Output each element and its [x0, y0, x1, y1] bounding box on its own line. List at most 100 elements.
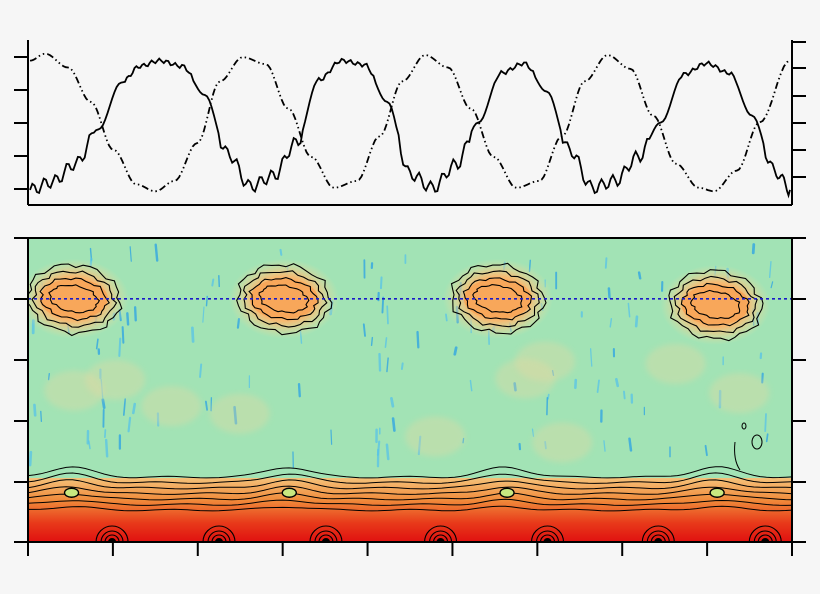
speckle: [204, 400, 209, 411]
top-right-ticks: [792, 41, 806, 178]
speckle: [386, 357, 389, 373]
base-ring: [748, 525, 782, 542]
speckle: [132, 402, 137, 415]
speckle: [118, 337, 122, 358]
base-ring: [530, 525, 565, 542]
peak-core: [249, 278, 318, 319]
speckle: [370, 336, 374, 346]
base-ring: [211, 534, 227, 542]
speckle: [469, 379, 473, 392]
speckle: [765, 433, 769, 443]
peak-contour: [680, 282, 750, 327]
heatmap-frame: [27, 237, 793, 543]
base-ring: [100, 530, 124, 542]
peak-core: [681, 284, 750, 325]
warm-smudge: [209, 393, 270, 434]
speckle: [453, 346, 458, 356]
band-oval: [499, 487, 515, 498]
speckle: [531, 428, 535, 437]
speckle: [279, 248, 283, 256]
band-oval: [281, 487, 297, 498]
small-contour: [741, 422, 747, 430]
heatmap-bottom-ticks: [27, 542, 793, 556]
speckle: [386, 305, 389, 325]
speckle: [379, 276, 383, 290]
base-ring: [318, 534, 334, 542]
speckle: [202, 306, 205, 323]
speckle: [28, 450, 33, 467]
peak-contour: [462, 277, 533, 321]
base-ring: [757, 534, 773, 542]
speckle: [704, 444, 708, 457]
small-contour: [751, 434, 763, 450]
base-ring: [202, 525, 236, 542]
band-contour: [28, 479, 792, 490]
time-series-lines: [29, 52, 791, 199]
warm-smudge: [141, 386, 202, 427]
speckle: [330, 429, 333, 445]
speckle: [627, 302, 631, 318]
speckle: [129, 246, 132, 262]
peak-contour: [673, 275, 758, 334]
small-contour: [734, 441, 741, 471]
speckle: [770, 281, 774, 289]
peak-contour: [243, 270, 328, 328]
peak-contour: [668, 269, 764, 342]
speckle: [33, 403, 37, 417]
heatmap-left-ticks: [14, 237, 28, 543]
peak-contour: [455, 270, 540, 328]
heatmap-low-power-speckles: [28, 243, 774, 469]
heatmap-contours: [28, 262, 792, 542]
speckle: [634, 315, 639, 328]
speckle: [603, 440, 606, 452]
speckle: [101, 398, 106, 410]
speckle: [390, 396, 395, 408]
warm-smudge: [532, 422, 593, 463]
base-ring: [539, 534, 556, 542]
base-ring: [309, 525, 343, 542]
speckle: [609, 318, 613, 328]
band-contour: [28, 485, 792, 495]
speckle: [637, 271, 642, 280]
speckle: [205, 295, 208, 307]
peak-contour: [258, 284, 310, 314]
speckle: [122, 398, 127, 416]
speckle: [199, 363, 203, 378]
warm-smudge: [44, 370, 105, 411]
speckle: [376, 440, 381, 456]
speckle: [191, 326, 195, 343]
peak-contour: [248, 277, 319, 321]
peak-contour: [472, 284, 523, 314]
band-contour: [28, 505, 792, 512]
speckle: [40, 410, 43, 423]
base-ring: [429, 530, 453, 542]
top-left-ticks: [14, 56, 28, 190]
peak-contour: [31, 270, 118, 328]
speckle: [385, 443, 390, 461]
speckle: [615, 377, 620, 388]
band-contour: [28, 498, 792, 506]
peak-contour: [48, 284, 100, 314]
speckle: [604, 257, 608, 269]
peak-contour: [236, 263, 333, 336]
band-contour: [28, 472, 792, 484]
speckle: [400, 362, 404, 371]
speckle: [211, 278, 215, 287]
speckle: [391, 417, 396, 432]
base-ring: [314, 530, 338, 542]
base-ring: [207, 530, 231, 542]
speckle: [381, 296, 385, 314]
base-ring: [535, 530, 560, 542]
speckle: [768, 261, 772, 278]
peak-contour: [28, 263, 123, 337]
series-line-dash-dot: [29, 52, 791, 193]
speckle: [104, 438, 109, 458]
warm-smudge: [709, 373, 770, 414]
speckle: [596, 379, 600, 393]
warm-smudge: [405, 416, 466, 457]
warm-smudge: [645, 343, 706, 384]
speckle: [126, 312, 130, 326]
speckle: [127, 416, 132, 433]
